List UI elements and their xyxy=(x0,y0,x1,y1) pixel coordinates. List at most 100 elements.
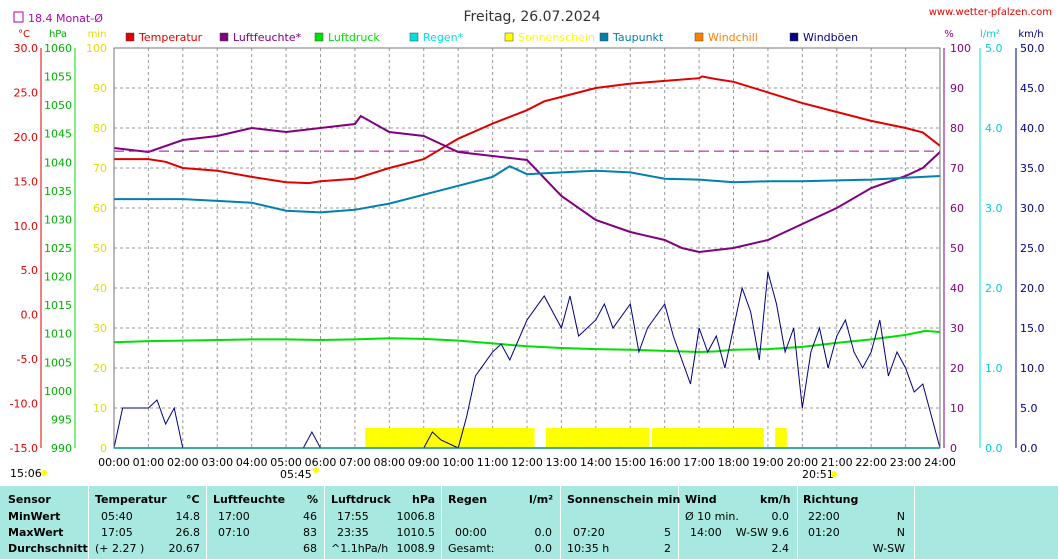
legend-swatch-dewpoint xyxy=(599,32,609,42)
sunshine-bar xyxy=(448,428,452,448)
sunshine-bar xyxy=(674,428,678,448)
sunshine-bar xyxy=(517,428,521,448)
legend-label-gusts: Windböen xyxy=(803,31,858,44)
sunshine-bar xyxy=(583,428,587,448)
sunshine-bar xyxy=(697,428,701,448)
temp-axis-unit-label: °C xyxy=(18,29,30,40)
sunshine-bar xyxy=(445,428,449,448)
max-dir-val: N xyxy=(896,526,905,539)
temp-axis-tick-label: 30.0 xyxy=(14,42,39,55)
monthly-avg-label: 18.4 Monat-Ø xyxy=(28,12,103,25)
sunshine-bar xyxy=(522,428,526,448)
avg-sun-time: 10:35 h xyxy=(567,542,610,555)
avg-rain-val: 0.0 xyxy=(534,542,553,555)
x-tick-label: 10:00 xyxy=(442,456,474,469)
header-pres-unit: hPa xyxy=(412,493,436,506)
sunshine-bar xyxy=(520,428,524,448)
wind-axis-tick-label: 0.0 xyxy=(1020,442,1038,455)
website-label: www.wetter-pfalzen.com xyxy=(929,7,1052,18)
sunshine-bar xyxy=(391,428,395,448)
min-dir-time: 22:00 xyxy=(808,510,840,523)
percent-axis-tick-label: 60 xyxy=(950,202,964,215)
header-sensor: Sensor xyxy=(8,493,51,506)
sunshine-bar xyxy=(428,428,432,448)
x-tick-label: 06:00 xyxy=(305,456,337,469)
percent-axis-tick-label: 70 xyxy=(950,162,964,175)
pressure-axis-tick-label: 1035 xyxy=(44,185,72,198)
x-tick-label: 11:00 xyxy=(477,456,509,469)
sunshine-bar xyxy=(669,428,673,448)
temp-axis-tick-label: -15.0 xyxy=(10,442,38,455)
minutes-axis-tick-label: 20 xyxy=(93,362,107,375)
avg-temp-time: (+ 2.27 ) xyxy=(95,542,145,555)
sunshine-bar xyxy=(700,428,704,448)
wind-axis-tick-label: 35.0 xyxy=(1020,162,1045,175)
x-tick-label: 17:00 xyxy=(683,456,715,469)
wind-axis-tick-label: 25.0 xyxy=(1020,242,1045,255)
sunshine-bar xyxy=(402,428,406,448)
pressure-axis-tick-label: 1040 xyxy=(44,156,72,169)
max-rain-time: 00:00 xyxy=(455,526,487,539)
min-wind-time: Ø 10 min. xyxy=(685,510,739,523)
sunshine-bar xyxy=(760,428,764,448)
sunshine-bar xyxy=(554,428,558,448)
sunshine-bar xyxy=(479,428,483,448)
sunshine-bar xyxy=(778,428,782,448)
series-line-taupunkt xyxy=(114,165,941,214)
sunshine-bar xyxy=(405,428,409,448)
sunshine-bar xyxy=(485,428,489,448)
avg-temp-val: 20.67 xyxy=(168,542,201,555)
legend-swatch-sunshine xyxy=(504,32,514,42)
max-temp-val: 26.8 xyxy=(175,526,201,539)
sunshine-bar xyxy=(382,428,386,448)
sunshine-bar xyxy=(454,428,458,448)
sunshine-bar xyxy=(588,428,592,448)
sunset-icon xyxy=(831,471,837,477)
legend-label-rain: Regen* xyxy=(423,31,464,44)
percent-axis-unit-label: % xyxy=(944,29,954,40)
legend-label-humidity: Luftfeuchte* xyxy=(233,31,302,44)
sunshine-bars xyxy=(365,428,787,448)
sunshine-bar xyxy=(434,428,438,448)
percent-axis-tick-label: 80 xyxy=(950,122,964,135)
sunshine-bar xyxy=(623,428,627,448)
row-avg-label: Durchschnitt xyxy=(8,542,88,555)
x-tick-label: 02:00 xyxy=(167,456,199,469)
avg-dir-val: W-SW xyxy=(872,542,905,555)
x-tick-label: 24:00 xyxy=(924,456,956,469)
sunshine-bar xyxy=(749,428,753,448)
minutes-axis-tick-label: 0 xyxy=(100,442,107,455)
sunshine-bar xyxy=(780,428,784,448)
sunshine-bar xyxy=(640,428,644,448)
grid xyxy=(114,48,940,448)
sunshine-bar xyxy=(545,428,549,448)
sunshine-bar xyxy=(477,428,481,448)
min-pres-val: 1006.8 xyxy=(396,510,436,523)
sunshine-bar xyxy=(379,428,383,448)
minutes-axis-tick-label: 30 xyxy=(93,322,107,335)
sunshine-bar xyxy=(603,428,607,448)
sunshine-bar xyxy=(689,428,693,448)
statistics-table: Sensor Temperatur °C Luftfeuchte % Luftd… xyxy=(0,486,1058,559)
minutes-axis-tick-label: 10 xyxy=(93,402,107,415)
sunshine-bar xyxy=(735,428,739,448)
sunshine-bar xyxy=(651,428,655,448)
min-hum-time: 17:00 xyxy=(218,510,250,523)
rain-axis-unit-label: l/m² xyxy=(980,29,1000,40)
max-dir-time: 01:20 xyxy=(808,526,840,539)
x-tick-label: 21:00 xyxy=(821,456,853,469)
sunshine-bar xyxy=(499,428,503,448)
header-rain-unit: l/m² xyxy=(529,493,554,506)
sunshine-bar xyxy=(740,428,744,448)
x-tick-label: 08:00 xyxy=(373,456,405,469)
wind-axis-tick-label: 20.0 xyxy=(1020,282,1045,295)
max-sun-time: 07:20 xyxy=(573,526,605,539)
x-tick-label: 05:00 xyxy=(270,456,302,469)
max-pres-time: 23:35 xyxy=(337,526,369,539)
sunshine-bar xyxy=(677,428,681,448)
temp-axis-tick-label: -10.0 xyxy=(10,398,38,411)
x-tick-label: 16:00 xyxy=(649,456,681,469)
pressure-axis-tick-label: 995 xyxy=(51,413,72,426)
legend: Temperatur Luftfeuchte* Luftdruck Regen* Son… xyxy=(125,31,858,44)
minutes-axis-tick-label: 50 xyxy=(93,242,107,255)
